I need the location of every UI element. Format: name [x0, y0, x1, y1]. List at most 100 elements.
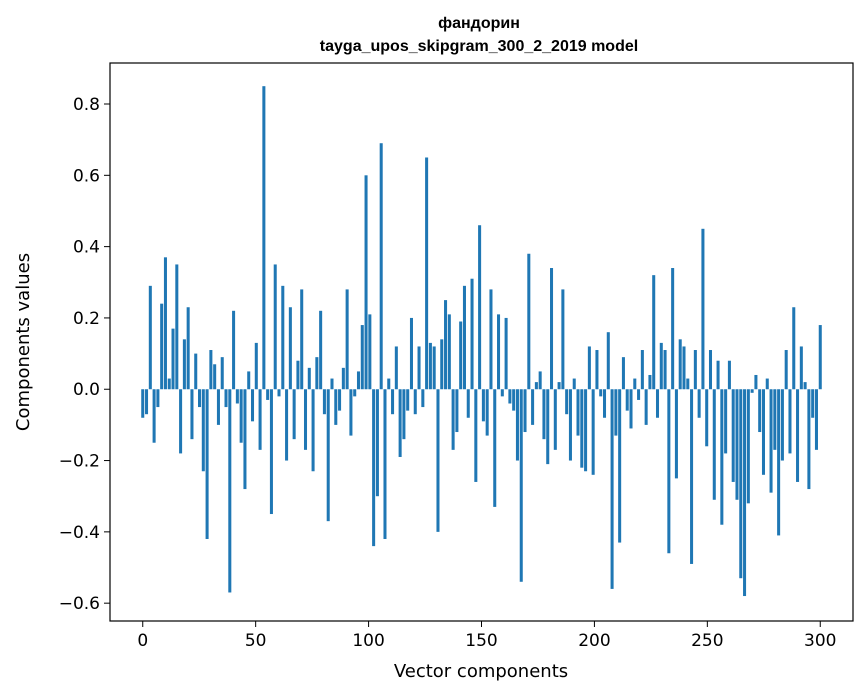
- bar-79: [440, 339, 444, 390]
- bar-72: [413, 389, 417, 415]
- bar-149: [705, 389, 709, 447]
- bar-36: [277, 389, 281, 397]
- bar-17: [205, 389, 209, 539]
- bar-110: [557, 382, 561, 390]
- bar-93: [493, 389, 497, 507]
- bar-168: [777, 389, 781, 536]
- bar-55: [349, 389, 353, 436]
- bar-165: [765, 378, 769, 390]
- bar-76: [428, 342, 432, 390]
- chart-subtitle: tayga_upos_skipgram_300_2_2019 model: [320, 38, 638, 55]
- bar-52: [338, 389, 342, 411]
- bar-42: [300, 289, 304, 390]
- bar-108: [550, 268, 554, 390]
- y-tick-label: 0.4: [73, 238, 100, 258]
- bars-group: [141, 86, 822, 597]
- bar-157: [735, 389, 739, 500]
- bar-96: [504, 317, 508, 390]
- bar-156: [731, 389, 735, 482]
- bar-11: [182, 339, 186, 390]
- bar-136: [655, 389, 660, 418]
- bar-6: [163, 257, 167, 390]
- y-tick-label: 0.8: [73, 95, 100, 115]
- x-tick-label: 250: [691, 631, 723, 651]
- y-tick-label: −0.4: [59, 523, 100, 543]
- bar-2: [148, 285, 152, 390]
- bar-86: [466, 389, 470, 418]
- bar-178: [814, 389, 818, 450]
- bar-95: [500, 389, 504, 397]
- bar-92: [489, 289, 493, 390]
- bar-176: [807, 389, 811, 490]
- bar-68: [398, 389, 402, 457]
- bar-161: [750, 389, 754, 393]
- x-tick-label: 100: [352, 631, 384, 651]
- bar-35: [273, 264, 277, 390]
- bar-118: [587, 346, 591, 390]
- bar-106: [542, 389, 546, 440]
- bar-163: [758, 389, 762, 433]
- bar-164: [761, 389, 765, 475]
- bar-125: [614, 389, 618, 436]
- bar-58: [360, 325, 364, 390]
- bar-8: [171, 328, 175, 390]
- bar-123: [606, 332, 610, 390]
- bar-135: [652, 275, 656, 390]
- bar-74: [421, 389, 425, 408]
- bar-71: [409, 317, 413, 390]
- bar-177: [811, 389, 815, 418]
- bar-141: [674, 389, 678, 479]
- bar-31: [258, 389, 262, 450]
- x-axis-label: Vector components: [394, 661, 568, 682]
- bar-103: [531, 389, 535, 425]
- bar-0: [141, 389, 145, 418]
- bar-124: [610, 389, 614, 589]
- y-tick-label: −0.2: [59, 452, 100, 472]
- bar-155: [727, 360, 731, 390]
- bar-97: [508, 389, 512, 404]
- bar-98: [512, 389, 516, 411]
- bar-50: [330, 378, 334, 390]
- x-tick-label: 200: [578, 631, 610, 651]
- bar-64: [383, 389, 387, 539]
- bar-70: [406, 389, 410, 411]
- bar-119: [591, 389, 595, 475]
- bar-170: [784, 350, 788, 390]
- bar-151: [712, 389, 716, 500]
- bar-128: [625, 389, 629, 411]
- bar-32: [262, 86, 266, 390]
- bar-51: [334, 389, 338, 425]
- bar-100: [519, 389, 523, 582]
- bar-121: [599, 389, 603, 397]
- chart-title: фандорин: [438, 15, 520, 32]
- bar-113: [568, 389, 572, 461]
- bar-37: [281, 285, 285, 390]
- bar-47: [319, 310, 323, 390]
- bar-152: [716, 360, 720, 390]
- bar-102: [527, 253, 531, 390]
- bar-53: [341, 367, 345, 390]
- bar-107: [546, 389, 550, 465]
- bar-179: [818, 325, 822, 390]
- bar-122: [603, 389, 607, 418]
- bar-14: [194, 353, 198, 390]
- bar-63: [379, 143, 383, 390]
- bar-140: [671, 268, 675, 390]
- bar-167: [773, 389, 777, 450]
- bar-41: [296, 360, 300, 390]
- bar-60: [368, 314, 372, 390]
- bar-82: [451, 389, 455, 450]
- bar-109: [553, 389, 557, 450]
- x-tick-label: 0: [137, 631, 148, 651]
- bar-171: [788, 389, 792, 454]
- x-tick-label: 50: [245, 631, 267, 651]
- bar-75: [425, 157, 429, 390]
- bar-25: [235, 389, 239, 404]
- x-axis: 0 50 100 150 200 250 300: [137, 621, 836, 651]
- x-tick-label: 300: [804, 631, 836, 651]
- bar-12: [186, 307, 190, 390]
- bar-172: [792, 307, 796, 390]
- bar-46: [315, 357, 319, 390]
- bar-44: [307, 367, 311, 390]
- bar-9: [175, 264, 179, 390]
